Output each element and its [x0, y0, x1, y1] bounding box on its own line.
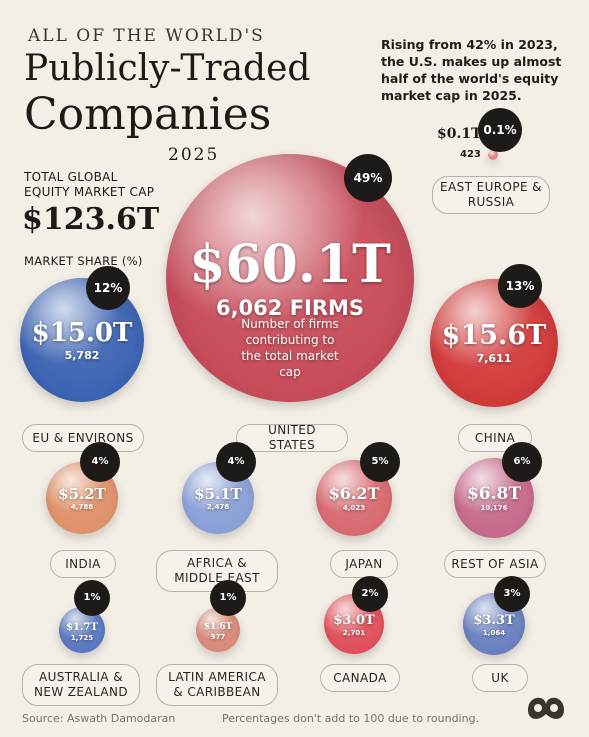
total-label-line-2: EQUITY MARKET CAP [24, 185, 155, 199]
share-badge: 12% [86, 266, 130, 310]
callout-text: Number of firms contributing to the tota… [241, 317, 339, 379]
title-year: 2025 [168, 145, 220, 165]
firm-count: 4,788 [70, 503, 94, 512]
total-label: TOTAL GLOBAL EQUITY MARKET CAP [24, 170, 154, 200]
market-cap-value: $15.6T [441, 320, 547, 352]
subtitle: Rising from 42% in 2023, the U.S. makes … [381, 37, 562, 103]
firm-count: 4,023 [342, 503, 366, 512]
region-label-eu-environs: EU & ENVIRONS [22, 424, 144, 452]
bubble-china: $15.6T 7,611 [430, 279, 558, 407]
firm-count: 1,064 [482, 628, 506, 637]
market-cap-value: $3.3T [473, 612, 515, 628]
firm-count: 6,062 FIRMS [215, 296, 365, 321]
share-badge: 4% [80, 442, 120, 482]
region-label-latin-america-caribbean: LATIN AMERICA & CARIBBEAN [156, 664, 278, 706]
region-label-india: INDIA [50, 550, 116, 578]
firm-count: 5,782 [64, 349, 100, 363]
region-label-east-europe-russia: EAST EUROPE & RUSSIA [432, 176, 550, 214]
firm-count: 2,478 [206, 503, 230, 512]
rounding-note: Percentages don't add to 100 due to roun… [222, 712, 480, 725]
share-badge: 3% [494, 576, 530, 612]
share-badge: 4% [216, 442, 256, 482]
logo-icon [528, 697, 564, 719]
page-title: Publicly-Traded Companies [24, 48, 310, 140]
total-label-line-1: TOTAL GLOBAL [24, 170, 118, 184]
market-cap-value: $1.6T [203, 622, 233, 633]
bubble-japan: $6.2T 4,023 [316, 460, 392, 536]
firm-count: 977 [210, 633, 226, 642]
market-cap-value: $6.8T [466, 483, 522, 504]
region-label-japan: JAPAN [330, 550, 398, 578]
region-label-china: CHINA [458, 424, 532, 452]
title-line-1: Publicly-Traded [24, 48, 311, 89]
share-badge: 6% [502, 442, 542, 482]
bubble-india: $5.2T 4,788 [46, 462, 118, 534]
share-badge: 0.1% [478, 108, 522, 152]
firm-count: 7,611 [476, 352, 512, 366]
region-label-united-states: UNITED STATES [236, 423, 348, 452]
share-badge: 49% [344, 154, 392, 202]
source-note: Source: Aswath Damodaran [22, 712, 176, 725]
region-label-australia-new-zealand: AUSTRALIA & NEW ZEALAND [22, 664, 140, 706]
share-badge: 13% [498, 264, 542, 308]
market-cap-value: $0.1T [437, 126, 482, 142]
share-badge: 5% [360, 442, 400, 482]
firm-count: 10,176 [480, 503, 508, 512]
firm-count: 423 [460, 149, 481, 160]
market-cap-value: $60.1T [189, 233, 391, 295]
market-cap-value: $15.0T [31, 317, 133, 348]
total-value: $123.6T [22, 202, 160, 237]
firm-count: 1,725 [70, 633, 94, 642]
market-cap-value: $6.2T [328, 484, 380, 504]
share-badge: 2% [352, 576, 388, 612]
region-label-canada: CANADA [320, 664, 400, 692]
market-cap-value: $3.0T [333, 612, 375, 628]
bubble-east-europe-russia [488, 150, 498, 160]
title-small: ALL OF THE WORLD'S [28, 26, 265, 46]
share-badge: 1% [74, 580, 110, 616]
region-label-uk: UK [472, 664, 528, 692]
share-badge: 1% [210, 580, 246, 616]
market-cap-value: $5.1T [194, 485, 242, 504]
market-cap-value: $1.7T [66, 621, 98, 633]
firm-count: 2,701 [342, 628, 366, 637]
region-label-rest-of-asia: REST OF ASIA [444, 550, 546, 578]
title-line-2: Companies [24, 89, 272, 140]
share-label: MARKET SHARE (%) [24, 254, 143, 268]
market-cap-value: $5.2T [58, 485, 106, 504]
